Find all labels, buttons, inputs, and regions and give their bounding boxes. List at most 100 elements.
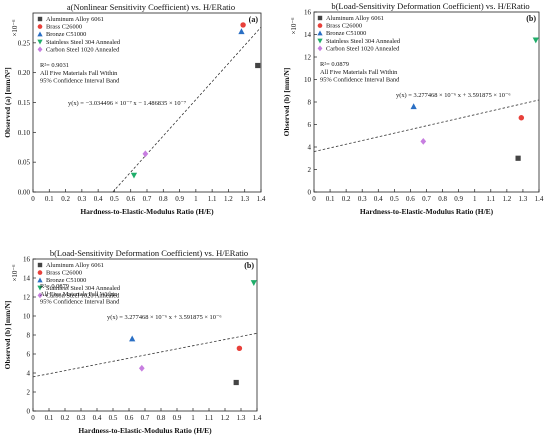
x-tick-label: 1.2 bbox=[221, 414, 230, 422]
fit-line bbox=[112, 26, 262, 193]
y-tick-label: 16 bbox=[23, 256, 31, 264]
x-tick-label: 0.5 bbox=[110, 195, 119, 203]
x-tick-label: 0.9 bbox=[173, 414, 182, 422]
legend-entry: Carbon Steel 1020 Annealed bbox=[326, 45, 400, 52]
y-tick-label: 8 bbox=[308, 99, 312, 107]
legend-entry: Brass C26000 bbox=[46, 270, 82, 277]
x-tick-label: 1 bbox=[191, 414, 195, 422]
x-axis-label: Hardness-to-Elastic-Modulus Ratio (H/E) bbox=[80, 207, 214, 216]
chart-title: b(Load-Sensitivity Deformation Coefficie… bbox=[50, 248, 248, 258]
x-tick-label: 0.1 bbox=[45, 195, 54, 203]
data-point-triangle-down bbox=[250, 280, 257, 286]
legend-entry: Brass C26000 bbox=[326, 23, 362, 30]
x-tick-label: 0.9 bbox=[454, 195, 463, 203]
fit-equation: y(x) = 3.277468 × 10⁻⁶ x + 3.591875 × 10… bbox=[396, 92, 511, 99]
legend-entry: Carbon Steel 1020 Annealed bbox=[46, 46, 120, 53]
y-tick-label: 4 bbox=[308, 144, 312, 152]
x-tick-label: 0.8 bbox=[157, 414, 166, 422]
y-tick-label: 0 bbox=[27, 408, 31, 416]
x-tick-label: 0.1 bbox=[45, 414, 54, 422]
data-point-circle bbox=[518, 115, 525, 121]
x-tick-label: 1.3 bbox=[240, 195, 249, 203]
chart-title: a(Nonlinear Sensitivity Coefficient) vs.… bbox=[67, 2, 235, 12]
fit-line bbox=[32, 332, 258, 378]
y-tick-label: 12 bbox=[304, 54, 312, 62]
data-point-triangle-up bbox=[410, 103, 417, 110]
legend-entry: Bronze C51000 bbox=[46, 277, 86, 284]
chart-panel-1: a(Nonlinear Sensitivity Coefficient) vs.… bbox=[3, 2, 266, 216]
x-tick-label: 1.3 bbox=[519, 195, 528, 203]
x-tick-label: 0.7 bbox=[143, 195, 152, 203]
data-point-triangle-down bbox=[130, 172, 138, 179]
x-tick-label: 0.3 bbox=[77, 414, 86, 422]
x-axis-label: Hardness-to-Elastic-Modulus Ratio (H/E) bbox=[360, 207, 494, 216]
data-point-square bbox=[233, 379, 239, 386]
legend-marker-square bbox=[37, 262, 43, 268]
legend-marker-triangle-down bbox=[317, 38, 323, 44]
legend-marker-triangle-down bbox=[37, 39, 43, 45]
x-tick-label: 1.2 bbox=[502, 195, 511, 203]
data-point-triangle-down bbox=[532, 37, 539, 44]
legend-entry: Bronze C51000 bbox=[46, 31, 86, 38]
legend-entry: Stainless Steel 304 Annealed bbox=[46, 39, 121, 46]
chart-title: b(Load-Sensitivity Deformation Coefficie… bbox=[331, 1, 529, 11]
data-point-triangle-up bbox=[238, 28, 245, 35]
r-squared-label: R²= 0.0879 bbox=[40, 283, 69, 290]
r-squared-label: R²= 0.0879 bbox=[320, 61, 349, 68]
y-axis-label: Observed (b) [mm/N] bbox=[282, 68, 291, 137]
x-tick-label: 0.4 bbox=[374, 195, 383, 203]
x-tick-label: 1.1 bbox=[208, 195, 217, 203]
x-tick-label: 0.2 bbox=[342, 195, 351, 203]
x-tick-label: 0.7 bbox=[422, 195, 431, 203]
data-point-square bbox=[515, 155, 521, 161]
y-tick-label: 0 bbox=[308, 189, 312, 197]
x-tick-label: 0.1 bbox=[326, 195, 335, 203]
x-tick-label: 0.6 bbox=[125, 414, 134, 422]
y-tick-label: 2 bbox=[27, 389, 31, 397]
legend-marker-square bbox=[37, 16, 43, 22]
x-tick-label: 1.3 bbox=[237, 414, 246, 422]
x-tick-label: 0.3 bbox=[358, 195, 367, 203]
x-tick-label: 0.2 bbox=[61, 414, 70, 422]
chart-panel-2: b(Load-Sensitivity Deformation Coefficie… bbox=[282, 1, 544, 216]
data-point-circle bbox=[236, 345, 243, 352]
legend-marker-triangle-up bbox=[37, 277, 43, 283]
legend-marker-square bbox=[317, 15, 323, 21]
y-tick-label: 0.25 bbox=[18, 39, 31, 47]
y-tick-label: 0.05 bbox=[18, 159, 31, 167]
legend-marker-diamond bbox=[37, 46, 43, 53]
data-point-circle bbox=[240, 22, 246, 28]
y-tick-label: 14 bbox=[23, 275, 31, 283]
x-tick-label: 0 bbox=[31, 195, 35, 203]
legend-marker-diamond bbox=[317, 45, 323, 52]
y-tick-label: 10 bbox=[23, 313, 31, 321]
legend-marker-circle bbox=[37, 24, 43, 29]
legend-entry: Carbon Steel 1020 Annealed bbox=[46, 292, 120, 299]
y-tick-label: 6 bbox=[27, 351, 31, 359]
y-exponent-label: ×10⁻⁶ bbox=[11, 19, 19, 37]
y-exponent-label: ×10⁻⁶ bbox=[11, 264, 19, 282]
x-tick-label: 0.9 bbox=[175, 195, 184, 203]
x-tick-label: 0.7 bbox=[141, 414, 150, 422]
legend-entry: Aluminum Alloy 6061 bbox=[46, 262, 104, 269]
data-point-square bbox=[255, 62, 261, 69]
y-tick-label: 16 bbox=[304, 9, 312, 17]
legend-entry: Stainless Steel 304 Annealed bbox=[46, 285, 121, 292]
r-squared-label: R²= 0.9031 bbox=[40, 62, 69, 69]
chart-panel-3: b(Load-Sensitivity Deformation Coefficie… bbox=[3, 248, 262, 435]
x-tick-label: 1.2 bbox=[224, 195, 233, 203]
fit-equation: y(x) = 3.277468 × 10⁻⁶ x + 3.591875 × 10… bbox=[107, 314, 222, 321]
x-tick-label: 0.8 bbox=[438, 195, 447, 203]
x-tick-label: 0.5 bbox=[390, 195, 399, 203]
y-tick-label: 0.20 bbox=[18, 69, 31, 77]
y-tick-label: 12 bbox=[23, 294, 31, 302]
legend-entry: Bronze C51000 bbox=[326, 30, 366, 37]
y-tick-label: 8 bbox=[27, 332, 31, 340]
y-tick-label: 4 bbox=[27, 370, 31, 378]
legend-marker-circle bbox=[37, 270, 43, 275]
legend-marker-triangle-up bbox=[317, 30, 323, 36]
confidence-note: All Five Materials Fall Within bbox=[320, 69, 398, 76]
x-tick-label: 1 bbox=[473, 195, 477, 203]
x-tick-label: 0.4 bbox=[93, 414, 102, 422]
